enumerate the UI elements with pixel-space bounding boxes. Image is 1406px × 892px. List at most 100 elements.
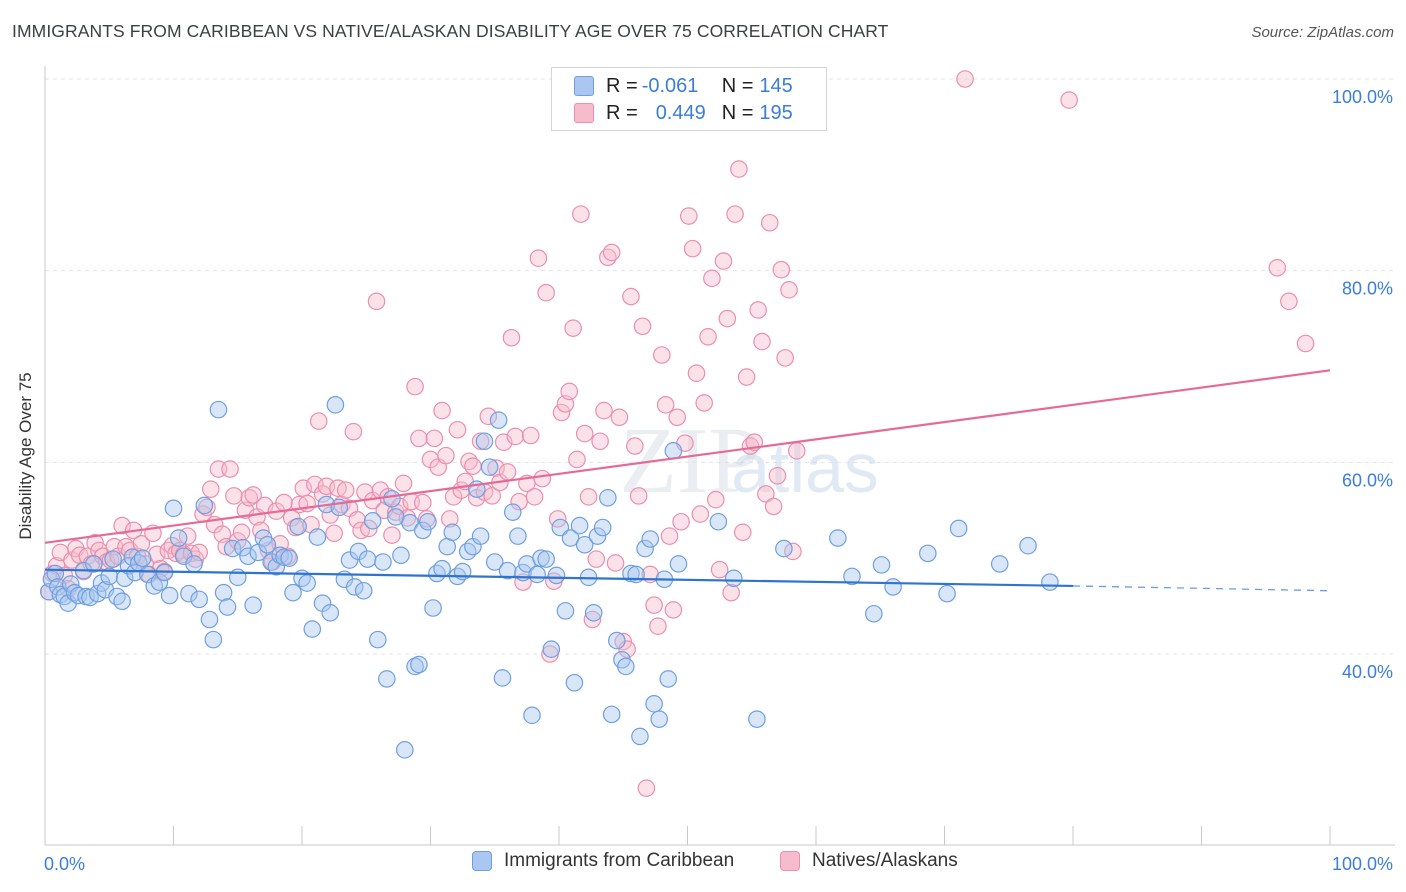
data-point [475, 432, 494, 451]
data-point [298, 574, 316, 592]
data-point [369, 630, 387, 649]
data-point [579, 488, 598, 506]
data-point [1296, 334, 1315, 353]
data-point [126, 563, 144, 582]
bottom-legend-caribbean: Immigrants from Caribbean [472, 850, 734, 872]
legend-r-label: R = [606, 101, 638, 124]
data-point [650, 710, 669, 728]
data-point [884, 578, 902, 596]
y-tick-label: 40.0% [1342, 662, 1393, 682]
data-point [649, 617, 667, 636]
data-point [204, 630, 223, 649]
data-point [214, 583, 233, 602]
data-point [433, 559, 451, 578]
data-point [641, 530, 660, 548]
data-point [308, 528, 327, 546]
data-point [722, 583, 740, 602]
data-point [525, 488, 544, 506]
data-point [413, 521, 432, 540]
data-point [602, 243, 621, 262]
data-point [709, 512, 728, 531]
svg-text:atlas: atlas [731, 429, 879, 507]
series-caribbean-points [40, 396, 1059, 759]
data-point [533, 469, 552, 488]
data-point [104, 550, 122, 568]
data-point [575, 424, 594, 443]
data-point [480, 458, 499, 476]
data-point [218, 598, 237, 616]
data-point [695, 394, 714, 412]
data-point [358, 550, 377, 568]
data-point [659, 670, 678, 688]
data-point [433, 401, 451, 420]
data-point [593, 518, 612, 537]
data-point [780, 281, 798, 299]
data-point [523, 706, 541, 725]
data-point [629, 487, 648, 505]
data-point [232, 523, 251, 542]
data-point [575, 535, 594, 554]
data-point [428, 564, 446, 583]
trend-line-natives [44, 369, 1331, 544]
data-point [309, 412, 328, 430]
data-point [424, 599, 442, 617]
tick-labels: 40.0% 60.0% 80.0% 100.0% 0.0% 100.0% [44, 87, 1393, 874]
bottom-legend-swatch-blue [472, 851, 492, 871]
data-point [724, 569, 743, 588]
data-point [406, 377, 424, 396]
data-point [326, 396, 345, 414]
data-point [198, 498, 216, 517]
legend-r-label: R = [606, 74, 638, 97]
data-point [776, 349, 794, 367]
data-point [113, 516, 131, 535]
data-point [1268, 258, 1287, 277]
data-point [303, 620, 322, 638]
data-point [564, 319, 582, 337]
data-point [325, 524, 343, 543]
legend-swatch-blue [574, 76, 594, 96]
source-label: Source: ZipAtlas.com [1251, 24, 1394, 41]
data-point [583, 610, 602, 629]
data-point [383, 489, 401, 508]
data-point [443, 523, 462, 542]
data-point [664, 442, 683, 460]
data-point [918, 544, 937, 563]
data-point [345, 578, 364, 596]
legend-r-value: 0.449 [655, 101, 706, 124]
data-point [425, 429, 444, 448]
data-point [503, 503, 522, 521]
data-point [591, 432, 609, 451]
trend-line-caribbean [44, 568, 1074, 588]
data-point [284, 583, 302, 602]
data-point [551, 518, 570, 537]
data-point [938, 584, 956, 603]
data-point [656, 396, 675, 414]
data-point [160, 586, 179, 605]
data-point [244, 486, 262, 504]
data-point [691, 505, 710, 523]
legend-n-label: N = [721, 74, 754, 97]
legend-r-value: -0.061 [641, 74, 699, 97]
data-point [413, 493, 432, 512]
data-point [85, 555, 103, 573]
data-point [636, 539, 654, 558]
data-point [133, 549, 152, 567]
data-point [493, 669, 512, 687]
data-point [498, 463, 517, 481]
data-point [464, 457, 482, 475]
data-point [164, 499, 183, 518]
data-point [532, 549, 550, 567]
data-point [401, 513, 419, 532]
data-point [479, 407, 498, 426]
data-point [699, 327, 717, 346]
data-point [195, 496, 214, 515]
data-point [652, 346, 671, 364]
bottom-legend-label: Immigrants from Caribbean [504, 850, 735, 871]
data-point [209, 400, 228, 419]
data-point [483, 487, 501, 505]
data-point [521, 426, 540, 445]
data-point [710, 560, 729, 579]
series-natives-alaskans-points [40, 70, 1315, 797]
data-point [637, 779, 656, 797]
data-point [487, 459, 505, 477]
